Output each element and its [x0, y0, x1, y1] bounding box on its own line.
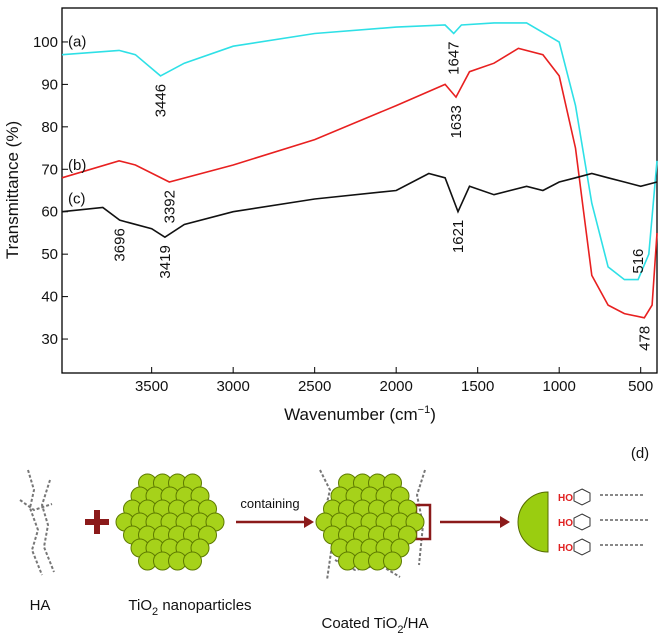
- x-title-sup: −1: [418, 404, 431, 416]
- x-tick-label: 1500: [461, 378, 494, 395]
- benzene-ring: [573, 538, 591, 556]
- x-axis-title: Wavenumber (cm−1): [284, 404, 436, 424]
- ho-label: HO: [558, 518, 573, 529]
- x-tick-label: 1000: [543, 378, 576, 395]
- text-part: /HA: [403, 615, 428, 632]
- half-sphere: [517, 491, 549, 553]
- ho-label: HO: [558, 493, 573, 504]
- x-tick-label: 500: [628, 378, 653, 395]
- peak-label: 1633: [448, 105, 465, 138]
- ho-label: HO: [558, 543, 573, 554]
- peak-label: 516: [630, 249, 647, 274]
- ha-chain: [19, 469, 55, 576]
- y-tick-label: 60: [41, 204, 58, 221]
- series-label: (a): [68, 34, 86, 51]
- benzene-ring: [573, 488, 591, 506]
- x-title-part: ): [430, 405, 436, 424]
- y-tick-label: 100: [33, 34, 58, 51]
- peak-label: 478: [636, 326, 653, 351]
- nanoparticle: [183, 551, 202, 571]
- arrow-head: [304, 516, 314, 528]
- x-title-part: Wavenumber (cm: [284, 405, 418, 424]
- peak-label: 3446: [152, 84, 169, 117]
- arrow-label: containing: [240, 496, 299, 511]
- text-sub: 2: [397, 624, 403, 633]
- plus-sign: [85, 510, 109, 534]
- text-part: nanoparticles: [158, 597, 251, 614]
- schematic: (d) HA TiO2 nanoparticles containing Coa…: [19, 445, 650, 633]
- x-tick-label: 2000: [379, 378, 412, 395]
- coated-label: Coated TiO2/HA: [321, 615, 428, 633]
- text-part: TiO: [128, 597, 152, 614]
- ha-label: HA: [30, 597, 51, 614]
- plot-frame: [61, 7, 658, 374]
- y-tick-label: 50: [41, 246, 58, 263]
- peak-label: 3392: [161, 190, 178, 223]
- x-tick-label: 3500: [135, 378, 168, 395]
- series-label: (c): [68, 191, 86, 208]
- peak-label: 3696: [112, 228, 129, 261]
- peak-label: 1647: [446, 41, 463, 74]
- y-tick-label: 40: [41, 289, 58, 306]
- y-tick-label: 90: [41, 76, 58, 93]
- y-tick-label: 80: [41, 119, 58, 136]
- text-part: Coated TiO: [321, 615, 397, 632]
- y-tick-label: 70: [41, 161, 58, 178]
- x-tick-label: 2500: [298, 378, 331, 395]
- series-label: (b): [68, 157, 86, 174]
- peak-label: 3419: [157, 245, 174, 278]
- benzene-ring: [573, 513, 591, 531]
- spectrum-line: [61, 172, 658, 239]
- y-axis-title: Transmittance (%): [3, 121, 22, 259]
- nanoparticle: [383, 551, 402, 571]
- ha-chain: [600, 494, 650, 546]
- spectrum-line: [61, 47, 658, 319]
- spectrum-line: [61, 22, 658, 281]
- x-tick-label: 3000: [216, 378, 249, 395]
- y-tick-label: 30: [41, 331, 58, 348]
- text-sub: 2: [152, 606, 158, 618]
- peak-label: 1621: [450, 220, 467, 253]
- arrow-head: [500, 516, 510, 528]
- panel-label: (d): [631, 445, 649, 462]
- nano-label: TiO2 nanoparticles: [128, 597, 251, 618]
